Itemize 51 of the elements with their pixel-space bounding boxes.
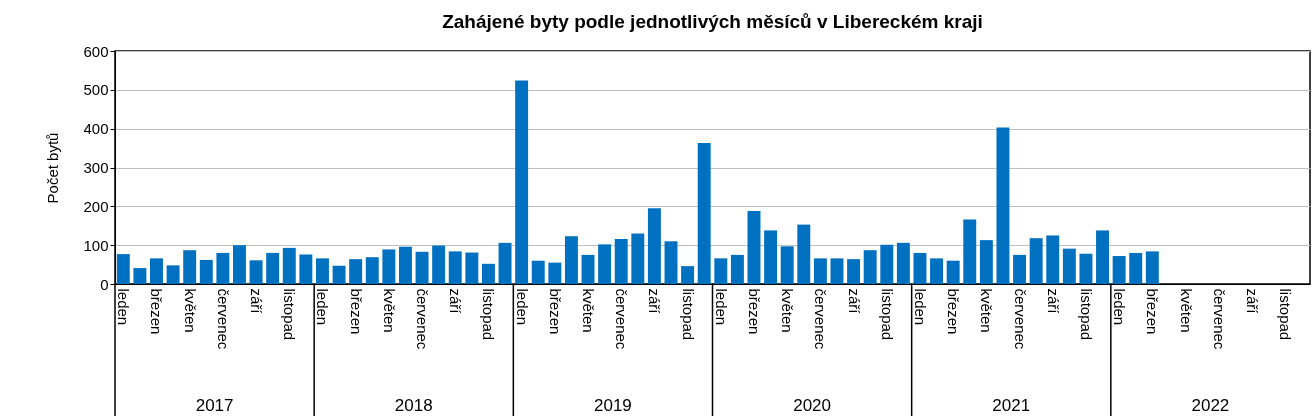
y-tick-label: 0 xyxy=(100,275,109,293)
x-tick-label: listopad xyxy=(480,288,498,341)
text: 2017 xyxy=(195,396,234,415)
text: 2021 xyxy=(992,396,1031,415)
x-tick-label: září xyxy=(845,288,863,315)
x-tick-label: září xyxy=(1243,288,1261,315)
x-tick-label: červenec xyxy=(214,288,232,350)
x-tick-label: leden xyxy=(115,288,133,326)
x-tick-label: červenec xyxy=(613,288,631,350)
y-tick-label: 200 xyxy=(83,197,109,215)
x-tick-label: listopad xyxy=(281,288,299,341)
y-tick-label: 400 xyxy=(83,120,109,138)
x-tick-label: červenec xyxy=(1011,288,1029,350)
x-tick-label: listopad xyxy=(679,288,697,341)
x-tick-label: květen xyxy=(779,288,797,333)
x-tick-label: červenec xyxy=(812,288,830,350)
x-tick-label: květen xyxy=(580,288,598,333)
x-tick-label: listopad xyxy=(1277,288,1295,341)
x-tick-label: březen xyxy=(745,288,763,335)
x-tick-label: červenec xyxy=(1210,288,1228,350)
y-tick-label: 600 xyxy=(83,42,109,60)
text: 2020 xyxy=(793,396,831,415)
y-tick-label: 500 xyxy=(83,81,109,99)
y-axis-title: Počet bytů xyxy=(44,132,62,204)
x-tick-label: březen xyxy=(945,288,963,335)
x-tick-label: leden xyxy=(1111,288,1129,326)
text: 2022 xyxy=(1191,396,1230,415)
x-tick-label: leden xyxy=(712,288,730,326)
x-tick-label: květen xyxy=(181,288,199,333)
x-tick-label: leden xyxy=(314,288,332,326)
x-tick-label: leden xyxy=(911,288,929,326)
text: 2018 xyxy=(394,396,433,415)
x-tick-label: květen xyxy=(1177,288,1195,333)
x-tick-label: září xyxy=(248,288,266,315)
x-tick-label: září xyxy=(447,288,465,315)
chart-title: Zahájené byty podle jednotlivých měsíců v Libereckém kraji xyxy=(442,11,983,32)
x-tick-label: listopad xyxy=(878,288,896,341)
text: 2019 xyxy=(594,396,632,415)
x-tick-label: září xyxy=(1044,288,1062,315)
x-tick-label: červenec xyxy=(414,288,432,350)
y-tick-label: 300 xyxy=(83,159,109,176)
x-tick-label: březen xyxy=(148,288,166,335)
x-tick-label: březen xyxy=(347,288,365,335)
x-tick-label: září xyxy=(646,288,664,315)
x-tick-label: březen xyxy=(1144,288,1162,335)
x-tick-label: březen xyxy=(546,288,564,335)
y-tick-label: 100 xyxy=(83,236,109,254)
x-tick-label: květen xyxy=(380,288,398,333)
x-tick-label: leden xyxy=(513,288,531,326)
x-tick-label: listopad xyxy=(1077,288,1095,341)
x-tick-label: květen xyxy=(978,288,996,333)
